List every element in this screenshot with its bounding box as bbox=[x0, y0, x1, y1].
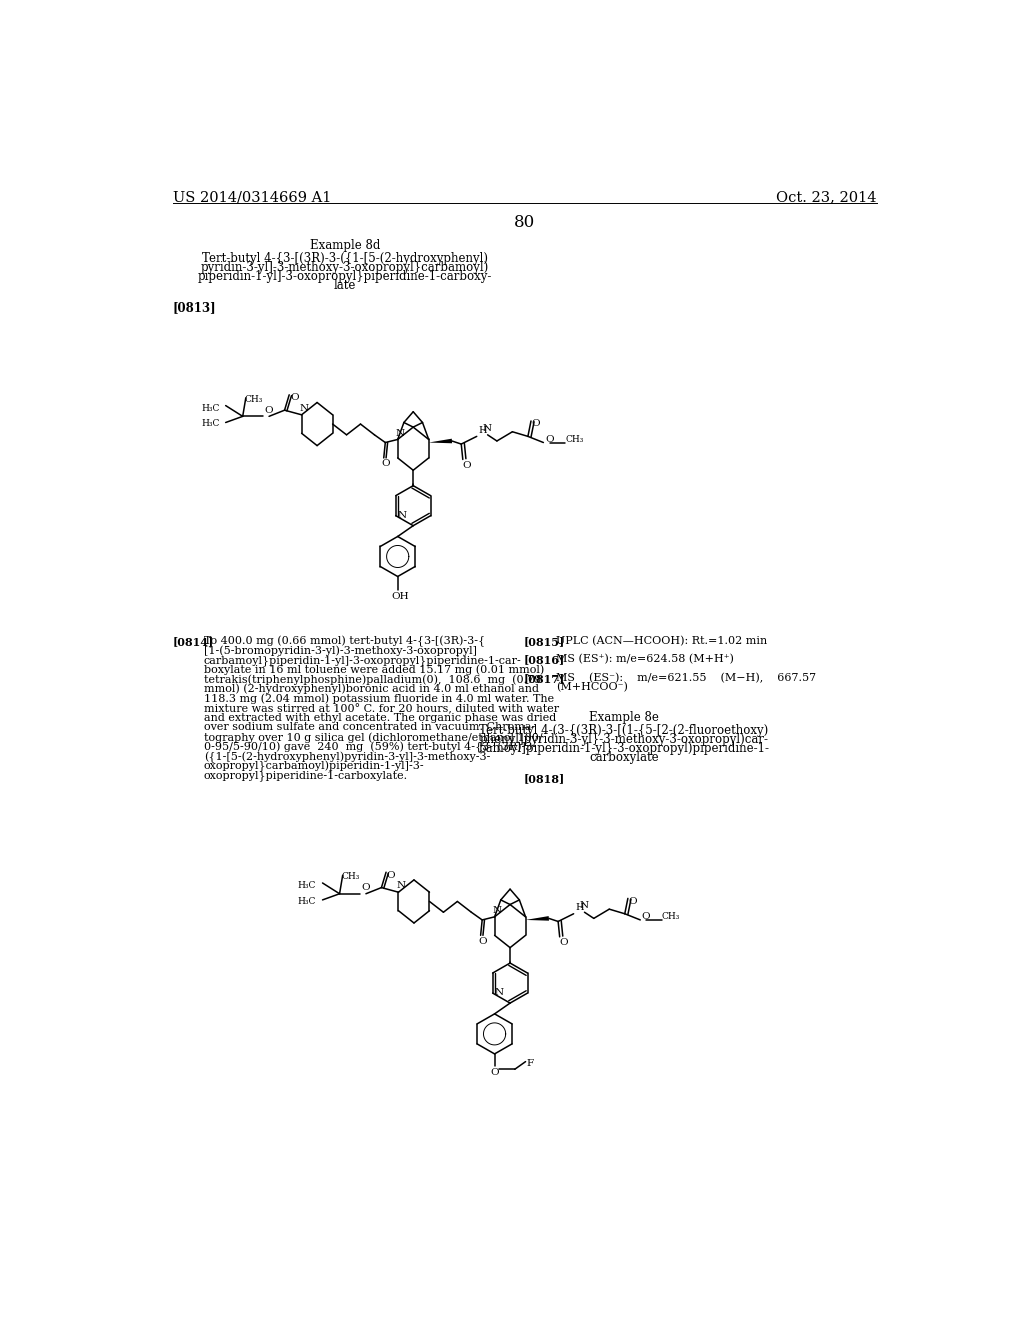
Text: oxopropyl}carbamoyl)piperidin-1-yl]-3-: oxopropyl}carbamoyl)piperidin-1-yl]-3- bbox=[204, 760, 425, 772]
Text: O: O bbox=[560, 939, 568, 948]
Text: 0-95/5-90/10) gave  240  mg  (59%) tert-butyl 4-{3-[(3R)-3-: 0-95/5-90/10) gave 240 mg (59%) tert-but… bbox=[204, 742, 537, 752]
Text: [0818]: [0818] bbox=[523, 774, 564, 784]
Text: [0817]: [0817] bbox=[523, 673, 564, 684]
Text: over sodium sulfate and concentrated in vacuum. Chroma-: over sodium sulfate and concentrated in … bbox=[204, 722, 536, 733]
Text: 118.3 mg (2.04 mmol) potassium fluoride in 4.0 ml water. The: 118.3 mg (2.04 mmol) potassium fluoride … bbox=[204, 693, 554, 704]
Text: O: O bbox=[387, 871, 395, 879]
Text: O: O bbox=[642, 912, 650, 921]
Text: oxopropyl}piperidine-1-carboxylate.: oxopropyl}piperidine-1-carboxylate. bbox=[204, 771, 409, 781]
Text: N: N bbox=[495, 989, 504, 998]
Text: CH₃: CH₃ bbox=[341, 873, 359, 882]
Text: To 400.0 mg (0.66 mmol) tert-butyl 4-{3-[(3R)-3-{: To 400.0 mg (0.66 mmol) tert-butyl 4-{3-… bbox=[204, 636, 485, 647]
Text: pyridin-3-yl]-3-methoxy-3-oxopropyl}carbamoyl): pyridin-3-yl]-3-methoxy-3-oxopropyl}carb… bbox=[201, 261, 489, 273]
Text: N: N bbox=[396, 882, 406, 891]
Text: piperidin-1-yl]-3-oxopropyl}piperidine-1-carboxy-: piperidin-1-yl]-3-oxopropyl}piperidine-1… bbox=[198, 271, 493, 282]
Text: OH: OH bbox=[391, 591, 410, 601]
Text: mmol) (2-hydroxyphenyl)boronic acid in 4.0 ml ethanol and: mmol) (2-hydroxyphenyl)boronic acid in 4… bbox=[204, 684, 539, 694]
Text: Tert-butyl 4-(3-{(3R)-3-[(1-{5-[2-(2-fluoroethoxy): Tert-butyl 4-(3-{(3R)-3-[(1-{5-[2-(2-flu… bbox=[479, 723, 769, 737]
Text: phenyl]pyridin-3-yl}-3-methoxy-3-oxopropyl)car-: phenyl]pyridin-3-yl}-3-methoxy-3-oxoprop… bbox=[479, 733, 768, 746]
Text: H: H bbox=[575, 903, 584, 912]
Text: H: H bbox=[478, 425, 487, 434]
Text: O: O bbox=[381, 459, 390, 469]
Text: [0816]: [0816] bbox=[523, 655, 564, 665]
Text: boxylate in 16 ml toluene were added 15.17 mg (0.01 mmol): boxylate in 16 ml toluene were added 15.… bbox=[204, 665, 544, 676]
Text: F: F bbox=[526, 1059, 534, 1068]
Text: Tert-butyl 4-{3-[(3R)-3-({1-[5-(2-hydroxyphenyl): Tert-butyl 4-{3-[(3R)-3-({1-[5-(2-hydrox… bbox=[202, 252, 488, 264]
Text: MS    (ES⁻):    m/e=621.55    (M−H),    667.57: MS (ES⁻): m/e=621.55 (M−H), 667.57 bbox=[556, 673, 816, 684]
Text: ({1-[5-(2-hydroxyphenyl)pyridin-3-yl]-3-methoxy-3-: ({1-[5-(2-hydroxyphenyl)pyridin-3-yl]-3-… bbox=[204, 751, 490, 763]
Text: CH₃: CH₃ bbox=[565, 434, 584, 444]
Text: Example 8d: Example 8d bbox=[310, 239, 380, 252]
Text: [1-(5-bromopyridin-3-yl)-3-methoxy-3-oxopropyl]: [1-(5-bromopyridin-3-yl)-3-methoxy-3-oxo… bbox=[204, 645, 477, 656]
Text: 80: 80 bbox=[514, 214, 536, 231]
Text: bamoyl]piperidin-1-yl}-3-oxopropyl)piperidine-1-: bamoyl]piperidin-1-yl}-3-oxopropyl)piper… bbox=[478, 742, 769, 755]
Text: O: O bbox=[489, 1068, 499, 1077]
Text: H₃C: H₃C bbox=[201, 404, 219, 413]
Polygon shape bbox=[525, 916, 549, 920]
Text: O: O bbox=[264, 405, 273, 414]
Text: N: N bbox=[493, 906, 502, 915]
Text: late: late bbox=[334, 280, 356, 292]
Text: Example 8e: Example 8e bbox=[589, 711, 658, 725]
Text: H₃C: H₃C bbox=[201, 420, 219, 429]
Text: O: O bbox=[629, 896, 637, 906]
Text: carbamoyl}piperidin-1-yl]-3-oxopropyl}piperidine-1-car-: carbamoyl}piperidin-1-yl]-3-oxopropyl}pi… bbox=[204, 655, 521, 665]
Text: N: N bbox=[580, 902, 589, 911]
Text: O: O bbox=[478, 937, 487, 946]
Text: [0814]: [0814] bbox=[173, 636, 214, 647]
Text: O: O bbox=[361, 883, 370, 892]
Text: and extracted with ethyl acetate. The organic phase was dried: and extracted with ethyl acetate. The or… bbox=[204, 713, 556, 723]
Text: (M+HCOO⁻): (M+HCOO⁻) bbox=[556, 682, 628, 693]
Text: N: N bbox=[397, 511, 407, 520]
Text: N: N bbox=[395, 429, 404, 438]
Text: N: N bbox=[483, 424, 493, 433]
Text: tetrakis(triphenylphosphine)palladium(0),  108.6  mg  (0.79: tetrakis(triphenylphosphine)palladium(0)… bbox=[204, 675, 542, 685]
Text: H₃C: H₃C bbox=[298, 882, 316, 891]
Text: mixture was stirred at 100° C. for 20 hours, diluted with water: mixture was stirred at 100° C. for 20 ho… bbox=[204, 704, 559, 714]
Text: O: O bbox=[463, 461, 471, 470]
Text: N: N bbox=[299, 404, 308, 413]
Text: MS (ES⁺): m/e=624.58 (M+H⁺): MS (ES⁺): m/e=624.58 (M+H⁺) bbox=[556, 655, 733, 664]
Text: UPLC (ACN—HCOOH): Rt.=1.02 min: UPLC (ACN—HCOOH): Rt.=1.02 min bbox=[556, 636, 767, 645]
Text: O: O bbox=[290, 393, 299, 403]
Text: CH₃: CH₃ bbox=[245, 395, 262, 404]
Text: carboxylate: carboxylate bbox=[589, 751, 658, 764]
Polygon shape bbox=[429, 438, 453, 444]
Text: H₃C: H₃C bbox=[298, 896, 316, 906]
Text: [0815]: [0815] bbox=[523, 636, 564, 647]
Text: O: O bbox=[531, 420, 541, 429]
Text: tography over 10 g silica gel (dichloromethane/ethanol 100/: tography over 10 g silica gel (dichlorom… bbox=[204, 733, 543, 743]
Text: US 2014/0314669 A1: US 2014/0314669 A1 bbox=[173, 190, 332, 205]
Text: O: O bbox=[545, 434, 554, 444]
Text: [0813]: [0813] bbox=[173, 301, 216, 314]
Text: Oct. 23, 2014: Oct. 23, 2014 bbox=[776, 190, 877, 205]
Text: CH₃: CH₃ bbox=[662, 912, 680, 921]
